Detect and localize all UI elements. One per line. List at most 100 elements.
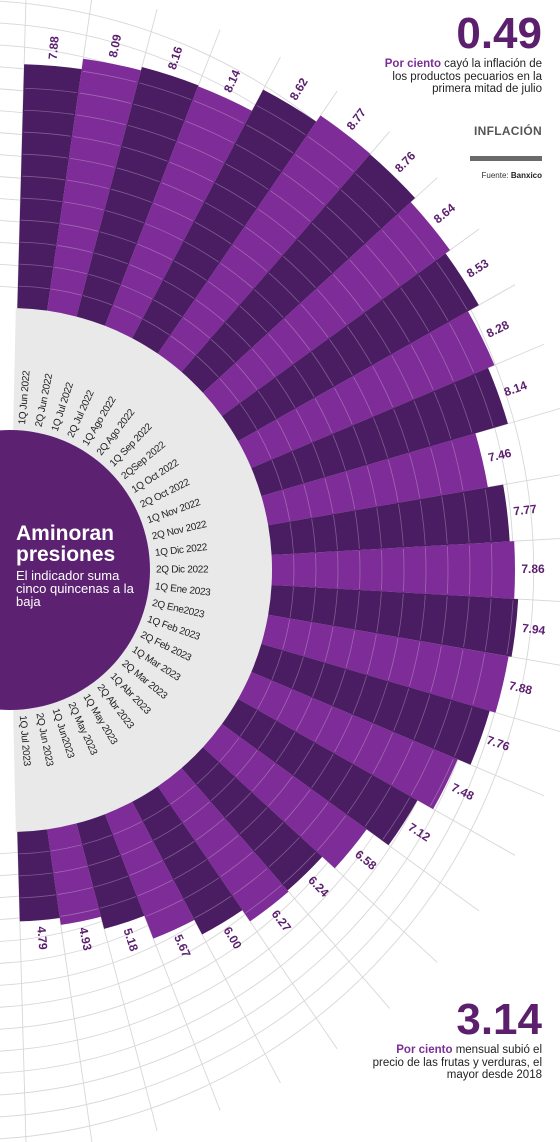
- bar-grid-segment: [376, 507, 382, 548]
- bar-grid-segment: [82, 295, 113, 306]
- bar-grid-segment: [382, 797, 411, 840]
- bar-grid-segment: [57, 887, 93, 895]
- bar-grid-segment: [276, 420, 292, 451]
- bar-grid-segment: [257, 208, 296, 239]
- bar-grid-segment: [409, 453, 421, 498]
- grid-ring: [0, 0, 535, 1140]
- bar-grid-segment: [142, 804, 170, 822]
- bar-grid-segment: [194, 895, 232, 919]
- bar-grid-segment: [352, 426, 367, 465]
- bar-grid-segment: [419, 594, 426, 640]
- bar-grid-segment: [215, 182, 257, 208]
- value-label-14: 7.86: [521, 562, 545, 576]
- bar-grid-segment: [196, 762, 219, 785]
- bar-grid-segment: [270, 190, 311, 222]
- bar-grid-segment: [170, 335, 196, 356]
- bar-grid-segment: [18, 850, 50, 855]
- bar-grid-segment: [19, 263, 53, 268]
- bar-grid-segment: [110, 188, 152, 203]
- bar-grid-segment: [254, 289, 284, 318]
- bar-grid-segment: [329, 339, 353, 376]
- headline-top-text: Por ciento cayó la inflación de los prod…: [367, 58, 542, 96]
- bar-grid-segment: [208, 834, 239, 859]
- bar-grid-segment: [268, 333, 293, 364]
- bar-grid-segment: [99, 896, 136, 909]
- bar-grid-segment: [210, 338, 236, 363]
- bar-grid-segment: [137, 879, 173, 897]
- value-label-15: 7.94: [521, 621, 546, 638]
- bar-grid-segment: [88, 855, 121, 867]
- bar-grid-segment: [76, 114, 126, 126]
- bar-grid-segment: [430, 333, 454, 382]
- bar-grid-segment: [51, 844, 82, 852]
- bar-grid-segment: [463, 492, 470, 543]
- bar-grid-segment: [139, 82, 192, 101]
- bar-grid-segment: [372, 366, 394, 408]
- bar-grid-segment: [282, 619, 291, 650]
- bar-grid-segment: [54, 865, 87, 874]
- headline-bottom-value: 3.14: [456, 995, 542, 1044]
- headline-bottom-lead: Por ciento: [396, 1044, 453, 1056]
- bar-grid-segment: [183, 801, 210, 823]
- bar-grid-segment: [268, 837, 300, 868]
- bar-series: [17, 58, 519, 939]
- bar-grid-segment: [173, 859, 207, 880]
- bar-grid-segment: [239, 403, 258, 430]
- bar-grid-segment: [468, 545, 471, 595]
- bar-grid-segment: [121, 840, 153, 856]
- value-label-2: 8.09: [106, 33, 124, 59]
- bar-grid-segment: [113, 305, 142, 319]
- bar-grid-segment: [177, 141, 224, 163]
- bar-grid-segment: [474, 374, 494, 427]
- bar-grid-segment: [454, 383, 473, 433]
- bar-grid-segment: [239, 305, 268, 333]
- bar-grid-segment: [345, 472, 356, 510]
- bar-grid-segment: [293, 742, 315, 776]
- chart-title: Aminoran presiones: [16, 522, 116, 566]
- bar-grid-segment: [233, 245, 268, 272]
- bar-21: [181, 747, 323, 891]
- bar-grid-segment: [163, 279, 195, 299]
- bar-grid-segment: [105, 210, 144, 224]
- bar-grid-segment: [122, 146, 168, 162]
- bar-grid-segment: [353, 724, 373, 763]
- bar-grid-segment: [354, 511, 360, 549]
- bar-grid-segment: [291, 657, 304, 689]
- bar-grid-segment: [311, 588, 316, 622]
- headline-top: 0.49 Por ciento cayó la inflación de los…: [367, 12, 542, 96]
- bar-grid-segment: [311, 222, 349, 259]
- bar-grid-segment: [333, 274, 364, 312]
- bar-grid-segment: [403, 548, 405, 592]
- bar-grid-segment: [184, 241, 220, 263]
- value-label-13: 7.77: [513, 502, 538, 519]
- bar-grid-segment: [393, 408, 410, 452]
- bar-grid-segment: [387, 638, 399, 681]
- bar-grid-segment: [346, 326, 372, 365]
- bar-grid-segment: [454, 707, 473, 757]
- bar-grid-segment: [163, 841, 195, 861]
- bar-grid-segment: [303, 484, 312, 517]
- bar-grid-segment: [127, 125, 176, 142]
- bar-grid-segment: [424, 547, 427, 593]
- bar-18: [238, 672, 458, 810]
- bar-grid-segment: [245, 884, 282, 914]
- bar-grid-segment: [20, 241, 56, 246]
- bar-grid-segment: [366, 634, 377, 674]
- value-label-26: 4.93: [76, 926, 94, 952]
- bar-grid-segment: [332, 434, 346, 471]
- bar-grid-segment: [382, 300, 411, 343]
- bar-grid-segment: [372, 732, 394, 774]
- bar-grid-segment: [239, 710, 258, 737]
- bar-grid-segment: [88, 273, 121, 285]
- bar-grid-segment: [193, 100, 244, 124]
- bar-grid-segment: [400, 287, 430, 332]
- value-label-12: 7.46: [487, 446, 513, 465]
- bar-grid-segment: [365, 244, 400, 286]
- bar-grid-segment: [311, 518, 316, 552]
- bar-grid-segment: [235, 363, 258, 390]
- bar-17: [251, 643, 490, 765]
- bar-grid-segment: [20, 894, 56, 899]
- bar-grid-segment: [254, 822, 284, 851]
- bar-grid-segment: [161, 182, 204, 202]
- bar-grid-segment: [506, 600, 514, 655]
